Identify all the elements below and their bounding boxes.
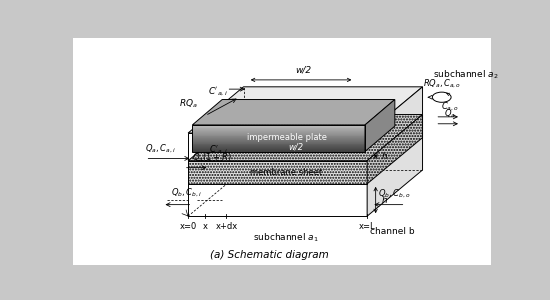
Text: (a) Schematic diagram: (a) Schematic diagram — [210, 250, 328, 260]
Bar — [192, 133, 365, 134]
Bar — [192, 142, 365, 143]
Bar — [192, 140, 365, 141]
Bar — [192, 126, 365, 127]
Text: $C_{a,o}$: $C_{a,o}$ — [441, 101, 459, 113]
Bar — [192, 139, 365, 140]
Text: $RQ_a,C_{a,o}$: $RQ_a,C_{a,o}$ — [424, 78, 461, 90]
Bar — [192, 125, 365, 126]
Bar — [192, 144, 365, 145]
Bar — [192, 132, 365, 133]
Bar — [192, 134, 365, 136]
Bar — [192, 147, 365, 148]
Text: $Q_b,C_{b,i}$: $Q_b,C_{b,i}$ — [171, 187, 202, 199]
Bar — [192, 146, 365, 147]
Polygon shape — [367, 87, 422, 216]
Bar — [192, 135, 365, 136]
Bar — [192, 141, 365, 142]
Text: $C'_{a,i}$: $C'_{a,i}$ — [208, 144, 227, 156]
Bar — [192, 129, 365, 130]
Bar — [192, 131, 365, 132]
Text: x=0: x=0 — [179, 222, 197, 231]
Text: $Q_a$: $Q_a$ — [444, 108, 456, 120]
Text: h: h — [382, 152, 388, 160]
Text: $Q_a,C_{a,i}$: $Q_a,C_{a,i}$ — [145, 143, 176, 155]
Bar — [192, 128, 365, 129]
Text: impermeable plate: impermeable plate — [247, 133, 327, 142]
Polygon shape — [188, 161, 367, 184]
Text: $Q_a(1+R)$: $Q_a(1+R)$ — [192, 152, 232, 164]
Text: subchannel $a_2$: subchannel $a_2$ — [433, 68, 499, 81]
Text: membrane sheet: membrane sheet — [250, 168, 322, 177]
Text: channel b: channel b — [370, 226, 415, 236]
Bar — [192, 127, 365, 128]
Text: $C'_{a,i}$: $C'_{a,i}$ — [208, 85, 228, 98]
Bar — [192, 145, 365, 146]
Text: w/2: w/2 — [288, 142, 303, 152]
Polygon shape — [192, 100, 395, 125]
Bar — [192, 130, 365, 131]
Bar — [192, 137, 365, 138]
Bar — [192, 136, 365, 137]
Polygon shape — [367, 115, 422, 184]
Bar — [192, 138, 365, 139]
Bar — [192, 148, 365, 149]
Text: subchannel $a_1$: subchannel $a_1$ — [254, 231, 319, 244]
Text: $RQ_a$: $RQ_a$ — [179, 98, 197, 110]
Polygon shape — [188, 115, 422, 161]
Text: $Q_b,C_{b,o}$: $Q_b,C_{b,o}$ — [378, 188, 411, 200]
Polygon shape — [188, 87, 422, 133]
Bar — [192, 150, 365, 152]
Text: w/2: w/2 — [295, 65, 311, 74]
Polygon shape — [188, 133, 367, 216]
Polygon shape — [365, 100, 395, 152]
Bar — [192, 149, 365, 151]
Bar — [192, 134, 365, 135]
Text: h: h — [382, 196, 388, 205]
Text: x: x — [202, 222, 208, 231]
Bar — [192, 148, 365, 150]
Bar — [192, 143, 365, 144]
Text: x+dx: x+dx — [216, 222, 238, 231]
Text: x=L: x=L — [359, 222, 376, 231]
